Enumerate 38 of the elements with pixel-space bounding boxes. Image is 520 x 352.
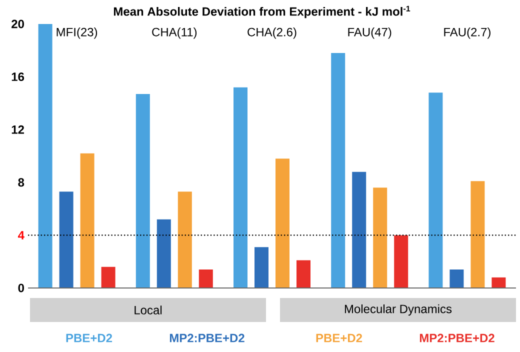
x-tick-label: FAU(2.7)	[444, 28, 490, 39]
bar	[136, 94, 150, 288]
bar	[80, 153, 94, 288]
x-tick-label: MFI(23)	[56, 28, 98, 39]
text: PBE+D2	[316, 334, 362, 342]
bar	[492, 277, 506, 288]
bar	[276, 158, 290, 288]
bar	[101, 266, 116, 288]
x-tick-label: CHA(11)	[152, 28, 197, 39]
y-tick-label: 16	[12, 72, 24, 82]
bar	[331, 53, 346, 288]
bar	[198, 270, 213, 288]
bar	[296, 260, 310, 288]
y-tick-label: 0	[18, 284, 24, 292]
bar	[254, 247, 268, 288]
bar	[234, 87, 248, 288]
text: PBE+D2	[66, 334, 112, 342]
bar	[38, 24, 52, 288]
bar	[59, 192, 74, 288]
bar	[178, 192, 192, 288]
y-tick-label: 20	[12, 20, 24, 28]
bar	[394, 235, 408, 288]
bar	[156, 219, 171, 288]
bar	[450, 270, 464, 288]
text: Molecular Dynamics	[344, 304, 452, 316]
y-tick-label: 8	[18, 178, 24, 187]
text: Local	[134, 306, 162, 314]
ref-line-label: 4	[18, 231, 24, 240]
x-tick-label: FAU(47)	[348, 28, 392, 39]
bar	[352, 172, 366, 288]
y-tick-label: 12	[12, 125, 24, 134]
text: MP2:PBE+D2	[420, 334, 494, 342]
bar	[373, 188, 388, 288]
bar	[470, 181, 485, 288]
chart-title: Mean Absolute Deviation from Experiment - kJ mol$^{-1}$	[114, 6, 410, 18]
bar	[428, 92, 443, 288]
text: MP2:PBE+D2	[170, 334, 244, 342]
x-tick-label: CHA(2.6)	[248, 28, 296, 39]
